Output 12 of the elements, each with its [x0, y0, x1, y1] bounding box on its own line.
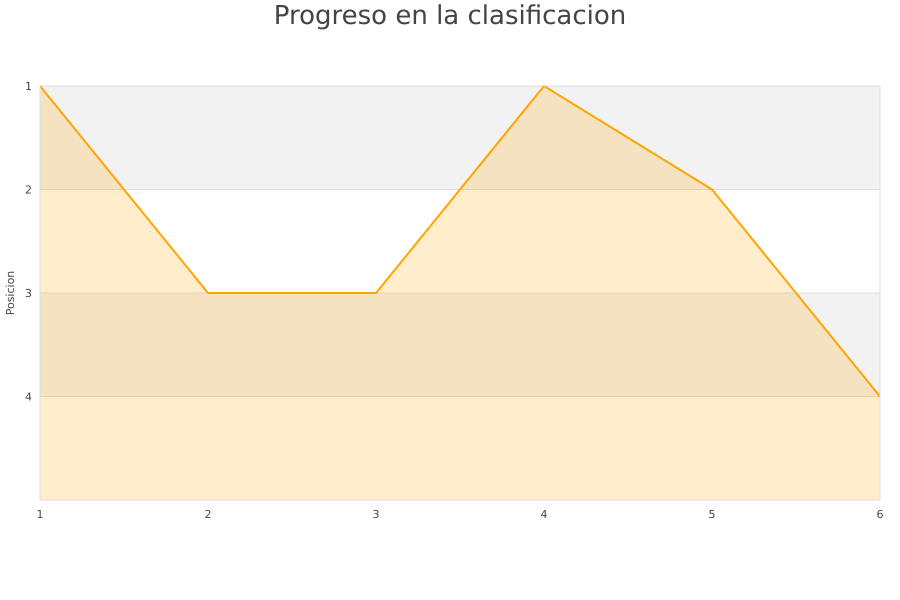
- y-tick-label: 3: [25, 286, 32, 300]
- x-tick-label: 1: [36, 508, 44, 521]
- y-axis-title: Posicion: [4, 270, 17, 316]
- y-tick-label: 4: [25, 390, 32, 404]
- x-tick-label: 4: [540, 508, 548, 521]
- x-tick-label: 3: [372, 508, 380, 521]
- y-tick-label: 2: [25, 183, 32, 196]
- x-tick-label: 5: [708, 508, 716, 521]
- x-tick-label: 2: [204, 508, 212, 521]
- y-tick-label: 1: [25, 80, 32, 93]
- x-tick-label: 6: [876, 508, 884, 521]
- chart-title: Progreso en la clasificacion: [274, 1, 626, 31]
